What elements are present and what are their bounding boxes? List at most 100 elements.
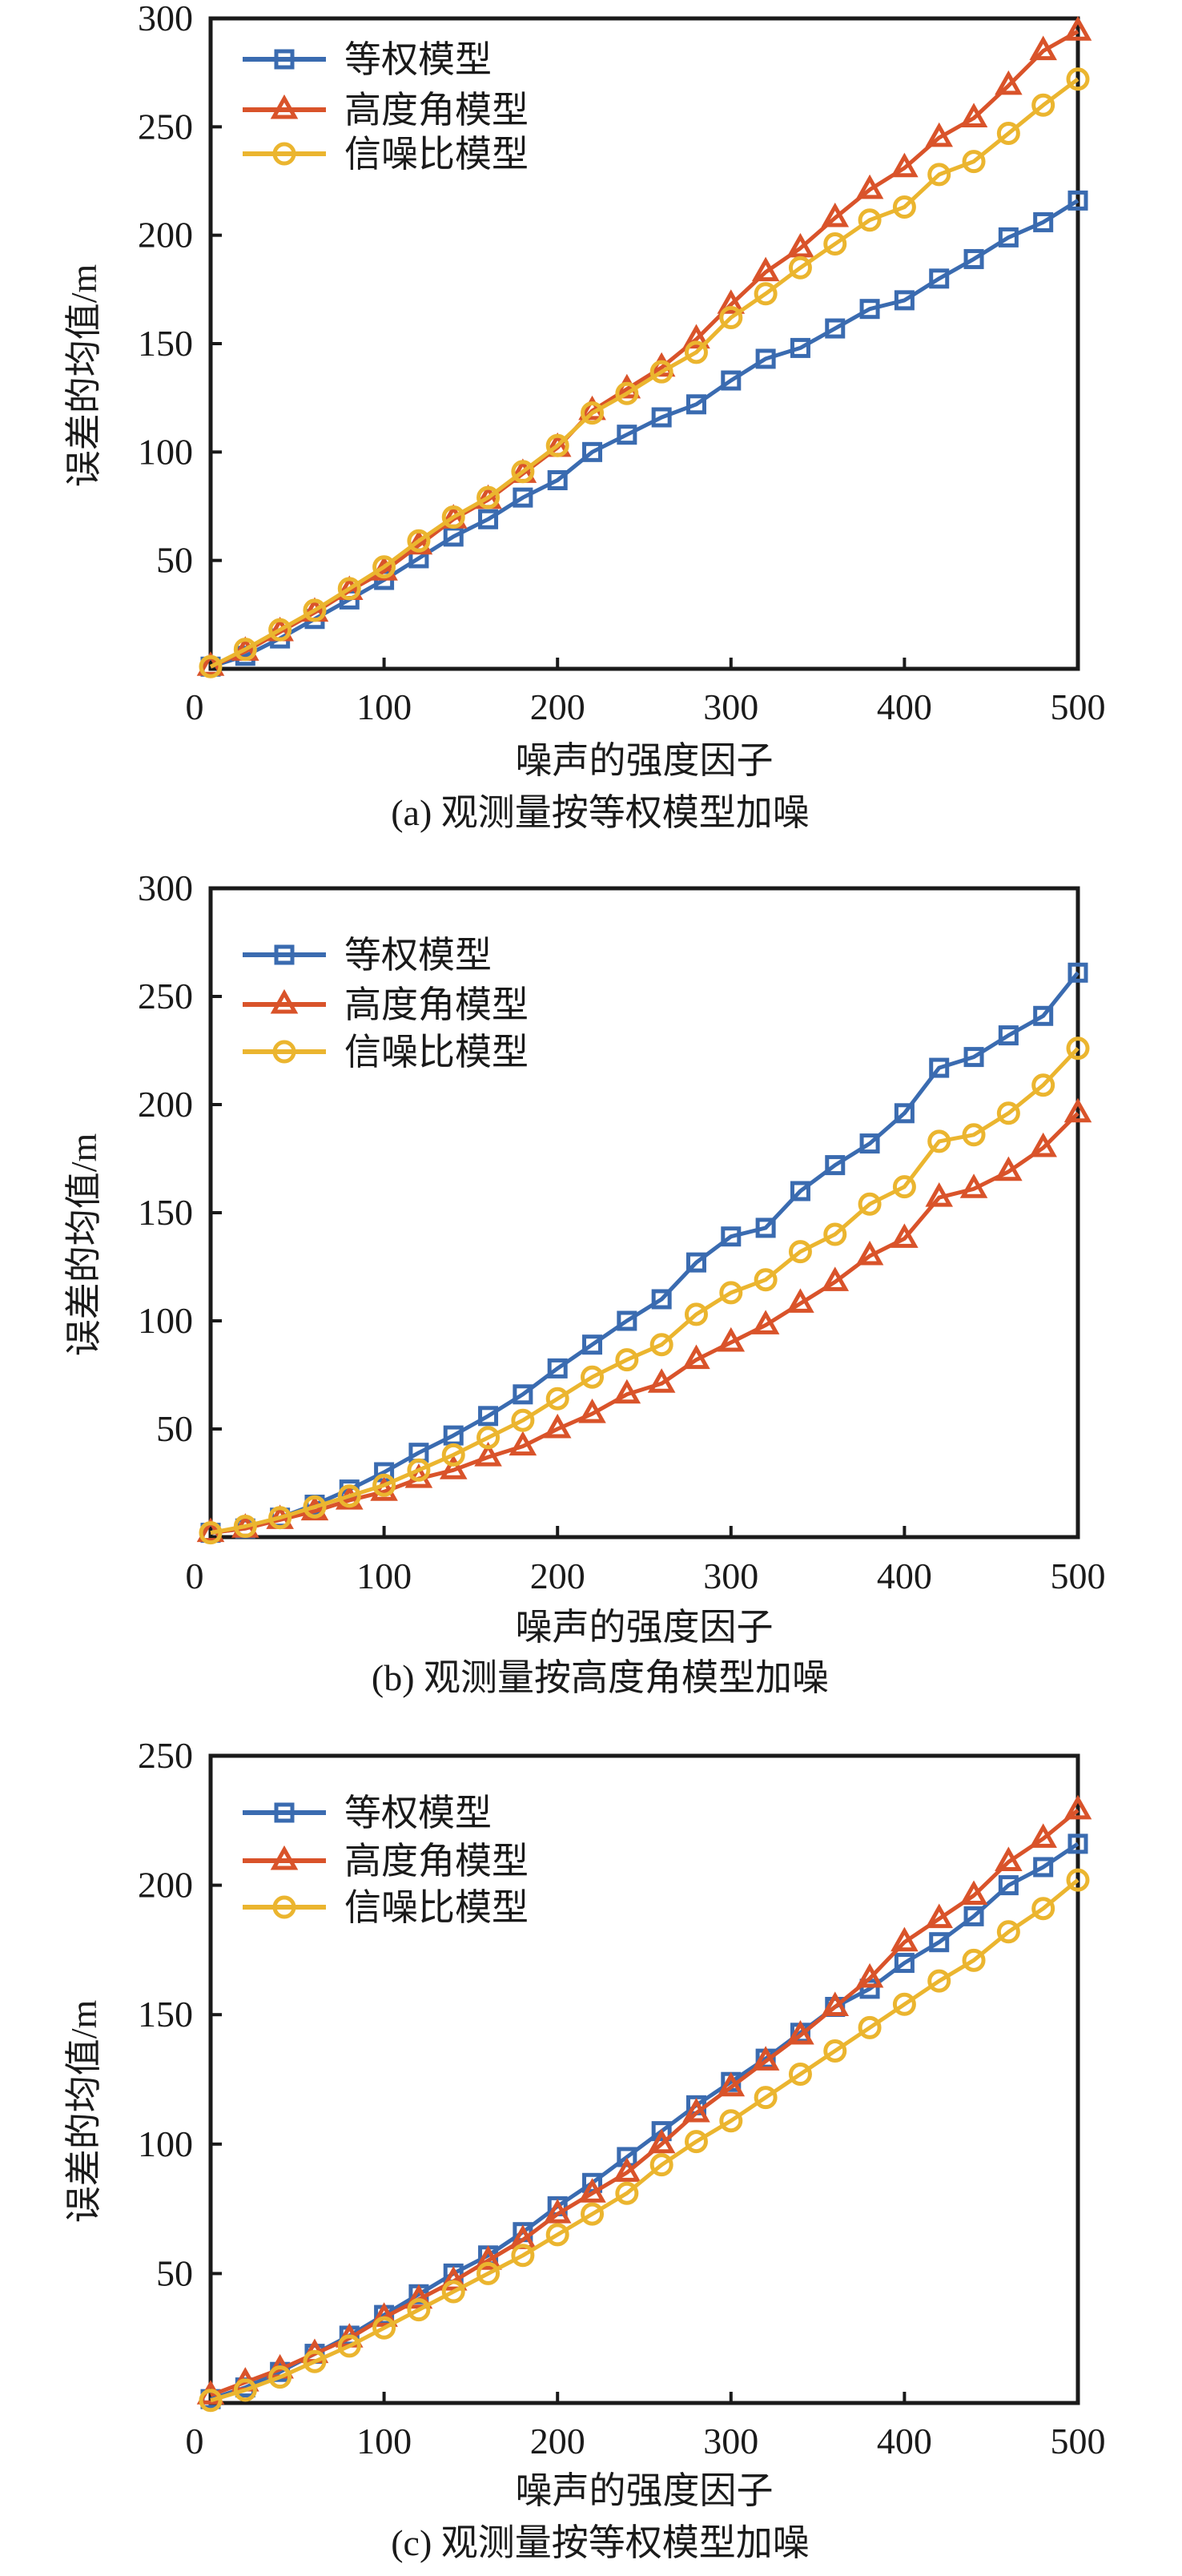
plot-frame <box>208 16 1080 671</box>
data-point <box>1031 93 1055 117</box>
data-point <box>337 2334 361 2358</box>
data-point <box>647 2128 676 2154</box>
data-point <box>1033 1857 1054 1878</box>
data-point <box>1029 1823 1057 1848</box>
y-tick-label: 100 <box>138 2123 193 2164</box>
data-point <box>685 1252 706 1273</box>
data-point <box>929 1057 950 1078</box>
x-axis-title: 噪声的强度因子 <box>516 1607 774 1648</box>
data-point <box>511 1408 535 1432</box>
y-tick-label: 250 <box>138 106 193 147</box>
data-point <box>615 381 639 405</box>
data-point <box>1029 35 1057 61</box>
data-point <box>790 337 810 358</box>
data-point <box>894 1103 915 1124</box>
data-point <box>859 1133 880 1154</box>
data-point <box>927 1129 951 1153</box>
legend-marker-icon <box>270 1845 299 1870</box>
data-point <box>855 174 884 199</box>
data-point <box>925 1182 954 1207</box>
data-point <box>998 1875 1019 1896</box>
legend-item: 等权模型 <box>243 39 492 80</box>
data-point <box>995 1846 1023 1872</box>
x-tick-label: 300 <box>703 686 758 727</box>
data-point <box>823 1222 847 1246</box>
data-point <box>1063 1097 1092 1123</box>
data-point <box>372 2316 396 2340</box>
y-tick-label: 150 <box>138 1192 193 1233</box>
data-point <box>545 433 569 457</box>
y-tick-label: 200 <box>138 1084 193 1125</box>
data-point <box>751 256 780 282</box>
data-point <box>615 1348 639 1372</box>
series-triangle <box>196 1794 1092 2405</box>
data-point <box>786 2019 814 2045</box>
data-point <box>545 2223 569 2247</box>
series-triangle <box>196 16 1092 676</box>
x-tick-label: 0 <box>186 686 204 727</box>
legend-marker-icon <box>272 1040 296 1064</box>
data-point <box>717 289 746 314</box>
data-point <box>233 638 257 662</box>
data-point <box>476 485 501 509</box>
series-line <box>210 1841 1079 2401</box>
data-point <box>821 202 850 227</box>
data-point <box>929 1932 950 1953</box>
y-tick-label: 300 <box>138 867 193 908</box>
x-axis-title: 噪声的强度因子 <box>516 740 774 781</box>
data-point <box>892 1992 916 2016</box>
data-point <box>617 1310 637 1331</box>
series-square <box>200 962 1088 1544</box>
series-circle <box>199 1036 1090 1545</box>
data-point <box>476 1426 501 1450</box>
data-point <box>649 2153 673 2177</box>
data-point <box>962 150 986 174</box>
x-tick-label: 300 <box>703 2421 758 2461</box>
data-point <box>581 2202 605 2226</box>
x-tick-label: 400 <box>877 686 932 727</box>
legend-item: 等权模型 <box>243 1793 492 1833</box>
data-point <box>891 1926 919 1952</box>
series-triangle <box>196 1097 1092 1543</box>
y-axis-title: 误差的均值/m <box>63 2000 104 2224</box>
legend-marker-icon <box>272 142 296 166</box>
legend-label: 高度角模型 <box>344 1841 529 1882</box>
legend-marker-icon <box>274 49 295 70</box>
data-point <box>927 1969 951 1993</box>
chart-a: 50 100 150 200 250 300 0 100 200 300 400 500 噪声的强度因子… <box>63 0 1106 833</box>
x-tick-label: 500 <box>1051 1556 1106 1596</box>
data-point <box>859 299 880 320</box>
x-tick-label: 500 <box>1051 686 1106 727</box>
data-point <box>1033 211 1054 232</box>
data-point <box>894 290 915 311</box>
data-point <box>823 2039 847 2063</box>
data-point <box>1066 1868 1090 1892</box>
data-point <box>651 1289 672 1310</box>
data-point <box>474 1442 502 1467</box>
figure-caption: (b) 观测量按高度角模型加噪 <box>372 1657 829 1698</box>
data-point <box>996 121 1020 145</box>
data-point <box>685 394 706 415</box>
data-point <box>892 195 916 219</box>
figure-caption: (a) 观测量按等权模型加噪 <box>391 792 810 833</box>
x-tick-label: 0 <box>186 1556 204 1596</box>
data-point <box>233 2378 257 2402</box>
data-point <box>858 1192 882 1216</box>
series-line <box>210 1808 1079 2397</box>
y-tick-label: 150 <box>138 1994 193 2035</box>
data-point <box>1067 962 1088 983</box>
data-point <box>578 2178 606 2203</box>
data-point <box>651 407 672 428</box>
data-point <box>268 1506 292 1530</box>
y-tick-label: 50 <box>156 540 193 581</box>
data-point <box>303 1495 327 1519</box>
data-point <box>962 1948 986 1972</box>
series-line <box>210 1878 1079 2403</box>
x-tick-label: 200 <box>530 1556 585 1596</box>
data-point <box>513 1384 533 1405</box>
data-point <box>582 1334 603 1355</box>
legend-label: 高度角模型 <box>344 984 529 1025</box>
series-line <box>209 30 1079 669</box>
data-point <box>998 227 1019 248</box>
